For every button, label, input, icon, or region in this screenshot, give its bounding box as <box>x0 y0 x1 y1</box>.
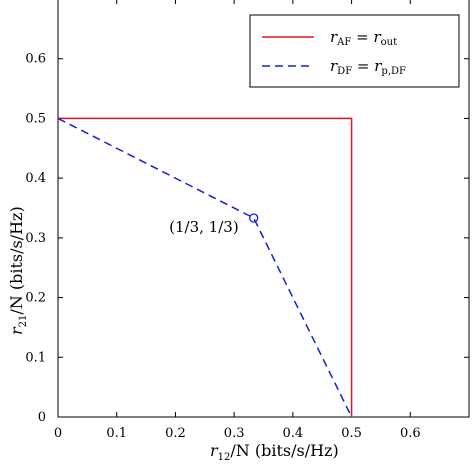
series-line-1 <box>57 117 353 418</box>
y-tick-label: 0.3 <box>25 231 46 246</box>
y-tick-label: 0 <box>38 410 46 425</box>
y-tick-label: 0.2 <box>25 291 46 306</box>
legend-box <box>249 14 460 88</box>
y-axis-label: r21/N (bits/s/Hz) <box>7 206 29 335</box>
annotation-label: (1/3, 1/3) <box>169 218 239 236</box>
x-tick-label: 0.6 <box>400 426 421 441</box>
x-tick-label: 0.2 <box>165 426 186 441</box>
x-tick-label: 0 <box>54 426 62 441</box>
series-line-0 <box>58 117 353 417</box>
legend-text-af: rAF = rout <box>330 28 397 48</box>
x-tick-label: 0.1 <box>106 426 127 441</box>
x-tick-label: 0.4 <box>283 426 304 441</box>
y-tick-label: 0.6 <box>25 52 46 67</box>
legend-text-df: rDF = rp,DF <box>330 57 406 77</box>
y-tick-label: 0.5 <box>25 111 46 126</box>
x-tick-label: 0.3 <box>224 426 245 441</box>
y-tick-label: 0.4 <box>25 171 46 186</box>
legend: rAF = rout rDF = rp,DF <box>249 14 460 88</box>
axis-ticks: 0 0.1 0.2 0.3 0.4 0.5 0.6 0 0.1 0.2 0.3 0.4 0.5 0.6 <box>25 0 469 441</box>
series-layer <box>57 117 353 418</box>
x-axis-label: r12/N (bits/s/Hz) <box>210 441 339 463</box>
y-tick-label: 0.1 <box>25 350 46 365</box>
x-tick-label: 0.5 <box>341 426 362 441</box>
annotation-layer: (1/3, 1/3) <box>169 213 259 236</box>
annotation-marker <box>249 213 259 223</box>
